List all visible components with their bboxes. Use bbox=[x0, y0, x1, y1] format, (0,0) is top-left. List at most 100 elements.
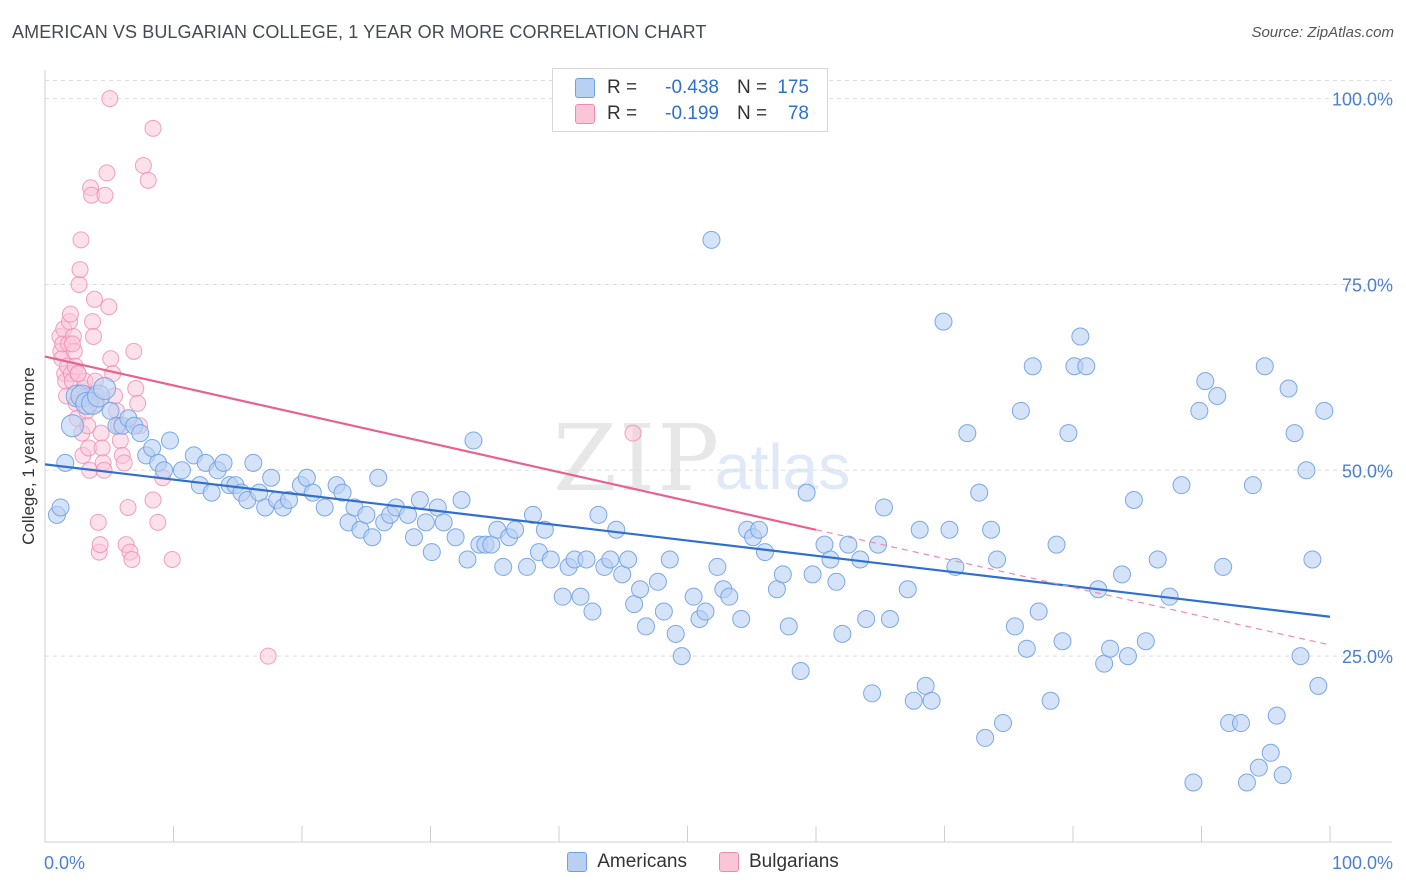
point-americans bbox=[773, 565, 792, 584]
point-bulgarians bbox=[119, 498, 137, 516]
point-americans bbox=[369, 468, 388, 487]
point-bulgarians bbox=[70, 275, 88, 293]
point-americans bbox=[857, 609, 876, 628]
series-legend: Americans Bulgarians bbox=[0, 851, 1406, 873]
legend-r-value: -0.199 bbox=[665, 103, 719, 124]
legend-item-bulgarians: Bulgarians bbox=[718, 851, 839, 873]
point-americans bbox=[589, 505, 608, 524]
point-bulgarians bbox=[69, 365, 87, 383]
point-americans bbox=[1285, 424, 1304, 443]
point-americans bbox=[410, 491, 429, 510]
point-americans bbox=[452, 491, 471, 510]
point-americans bbox=[1249, 758, 1268, 777]
point-americans bbox=[1279, 379, 1298, 398]
point-americans bbox=[869, 535, 888, 554]
legend-r-label: R = bbox=[607, 103, 638, 124]
point-americans bbox=[1190, 401, 1209, 420]
point-americans bbox=[708, 557, 727, 576]
point-americans bbox=[1261, 743, 1280, 762]
point-americans bbox=[970, 483, 989, 502]
trend-lines bbox=[44, 355, 1331, 646]
point-americans bbox=[988, 550, 1007, 569]
point-americans bbox=[404, 528, 423, 547]
point-bulgarians bbox=[93, 439, 111, 457]
point-americans bbox=[696, 602, 715, 621]
point-americans bbox=[976, 728, 995, 747]
point-americans bbox=[1029, 602, 1048, 621]
point-americans bbox=[994, 714, 1012, 733]
point-americans bbox=[934, 312, 953, 331]
y-tick-label-50: 50.0% bbox=[1342, 461, 1393, 481]
point-americans bbox=[333, 483, 352, 502]
point-americans bbox=[803, 565, 822, 584]
point-americans bbox=[1077, 357, 1096, 376]
point-americans bbox=[1184, 773, 1203, 792]
point-americans bbox=[940, 520, 959, 539]
point-bulgarians bbox=[129, 394, 147, 412]
point-bulgarians bbox=[115, 454, 133, 472]
point-bulgarians bbox=[134, 156, 152, 174]
x-tick-label-100: 100.0% bbox=[1332, 853, 1393, 873]
point-americans bbox=[654, 602, 673, 621]
point-bulgarians bbox=[139, 171, 157, 189]
point-americans bbox=[1196, 372, 1215, 391]
point-americans bbox=[464, 431, 483, 450]
point-americans bbox=[1309, 676, 1328, 695]
point-americans bbox=[315, 498, 334, 517]
point-americans bbox=[577, 550, 596, 569]
point-bulgarians bbox=[259, 647, 277, 665]
point-americans bbox=[720, 587, 739, 606]
point-americans bbox=[660, 550, 679, 569]
watermark-zip: ZIP bbox=[553, 405, 722, 512]
point-americans bbox=[648, 572, 667, 591]
point-americans bbox=[1011, 401, 1030, 420]
point-bulgarians bbox=[71, 261, 89, 279]
point-americans bbox=[631, 580, 650, 599]
point-bulgarians bbox=[91, 536, 109, 554]
point-bulgarians bbox=[72, 231, 90, 249]
point-americans bbox=[172, 461, 191, 480]
point-americans bbox=[1315, 401, 1334, 420]
y-tick-label-25: 25.0% bbox=[1342, 647, 1393, 667]
tick-labels: 25.0% 50.0% 75.0% 100.0% 0.0% 100.0% bbox=[44, 90, 1393, 873]
point-bulgarians bbox=[89, 513, 107, 531]
legend-row-americans: R = -0.438 N = 175 bbox=[575, 76, 809, 100]
american-points bbox=[47, 230, 1334, 792]
y-axis-label: College, 1 year or more bbox=[19, 367, 38, 545]
point-americans bbox=[303, 483, 322, 502]
watermark-atlas: atlas bbox=[715, 431, 851, 503]
point-americans bbox=[839, 535, 858, 554]
legend-item-americans: Americans bbox=[567, 851, 687, 873]
point-americans bbox=[458, 550, 477, 569]
correlation-legend: R = -0.438 N = 175 R = -0.199 N = 78 bbox=[552, 68, 828, 132]
point-americans bbox=[262, 468, 281, 487]
point-americans bbox=[904, 691, 923, 710]
trend-line-bulgarians-extension bbox=[815, 529, 1331, 646]
legend-r-value: -0.438 bbox=[665, 77, 719, 98]
point-americans bbox=[1255, 357, 1274, 376]
point-bulgarians bbox=[96, 186, 114, 204]
legend-swatch-bulgarians bbox=[575, 104, 595, 124]
point-americans bbox=[863, 684, 882, 703]
point-americans bbox=[535, 520, 554, 539]
point-bulgarians bbox=[127, 380, 145, 398]
point-americans bbox=[821, 550, 840, 569]
legend-n-label: N = bbox=[737, 103, 768, 124]
point-bulgarians bbox=[144, 491, 162, 509]
point-americans bbox=[601, 550, 620, 569]
y-tick-label-100: 100.0% bbox=[1332, 90, 1393, 110]
point-bulgarians bbox=[84, 327, 102, 345]
point-americans bbox=[1267, 706, 1286, 725]
point-americans bbox=[202, 483, 221, 502]
point-americans bbox=[583, 602, 602, 621]
point-americans bbox=[1023, 357, 1042, 376]
point-americans bbox=[571, 587, 590, 606]
legend-label-americans: Americans bbox=[597, 851, 687, 872]
point-bulgarians bbox=[85, 290, 103, 308]
point-americans bbox=[280, 491, 298, 510]
point-americans bbox=[1017, 639, 1036, 658]
point-americans bbox=[56, 453, 75, 472]
legend-swatch-americans bbox=[567, 852, 588, 872]
point-bulgarians bbox=[149, 513, 167, 531]
